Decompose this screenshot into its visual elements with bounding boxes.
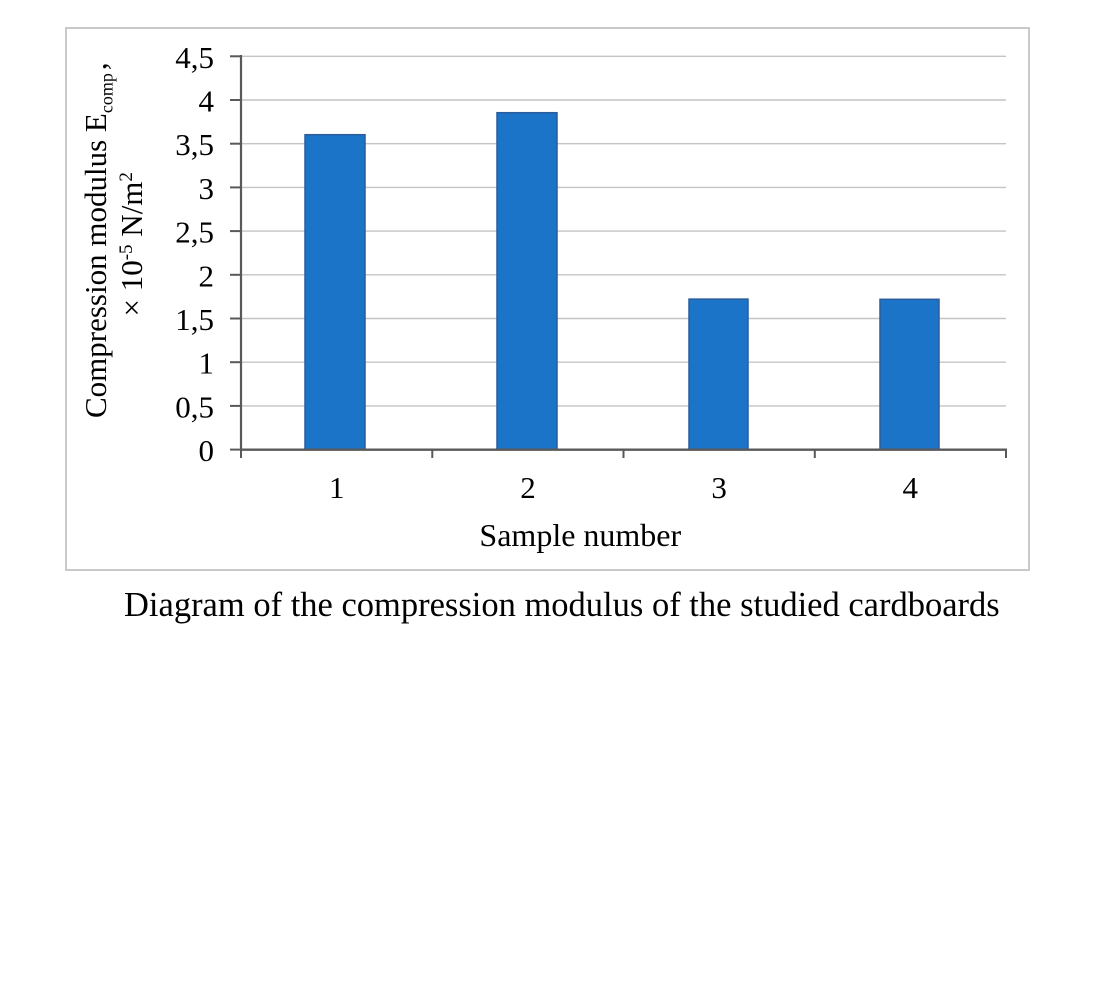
svg-text:0: 0 — [199, 433, 215, 468]
svg-text:4,5: 4,5 — [175, 40, 214, 75]
svg-text:3,5: 3,5 — [175, 127, 214, 162]
svg-text:4: 4 — [199, 84, 215, 119]
svg-text:2: 2 — [520, 470, 536, 505]
svg-text:2: 2 — [199, 258, 215, 293]
svg-text:2,5: 2,5 — [175, 215, 214, 250]
svg-text:1: 1 — [329, 470, 345, 505]
svg-text:3: 3 — [711, 470, 727, 505]
svg-text:Sample number: Sample number — [479, 517, 681, 553]
svg-text:4: 4 — [903, 470, 919, 505]
svg-text:Compression modulus Ecomp,: Compression modulus Ecomp, — [78, 62, 117, 418]
svg-text:1,5: 1,5 — [175, 302, 214, 337]
svg-text:× 10-5 N/m2: × 10-5 N/m2 — [114, 172, 149, 316]
svg-text:Diagram of the compression mod: Diagram of the compression modulus of th… — [124, 586, 1000, 624]
svg-text:1: 1 — [199, 346, 215, 381]
svg-text:3: 3 — [199, 171, 215, 206]
svg-text:0,5: 0,5 — [175, 389, 214, 424]
